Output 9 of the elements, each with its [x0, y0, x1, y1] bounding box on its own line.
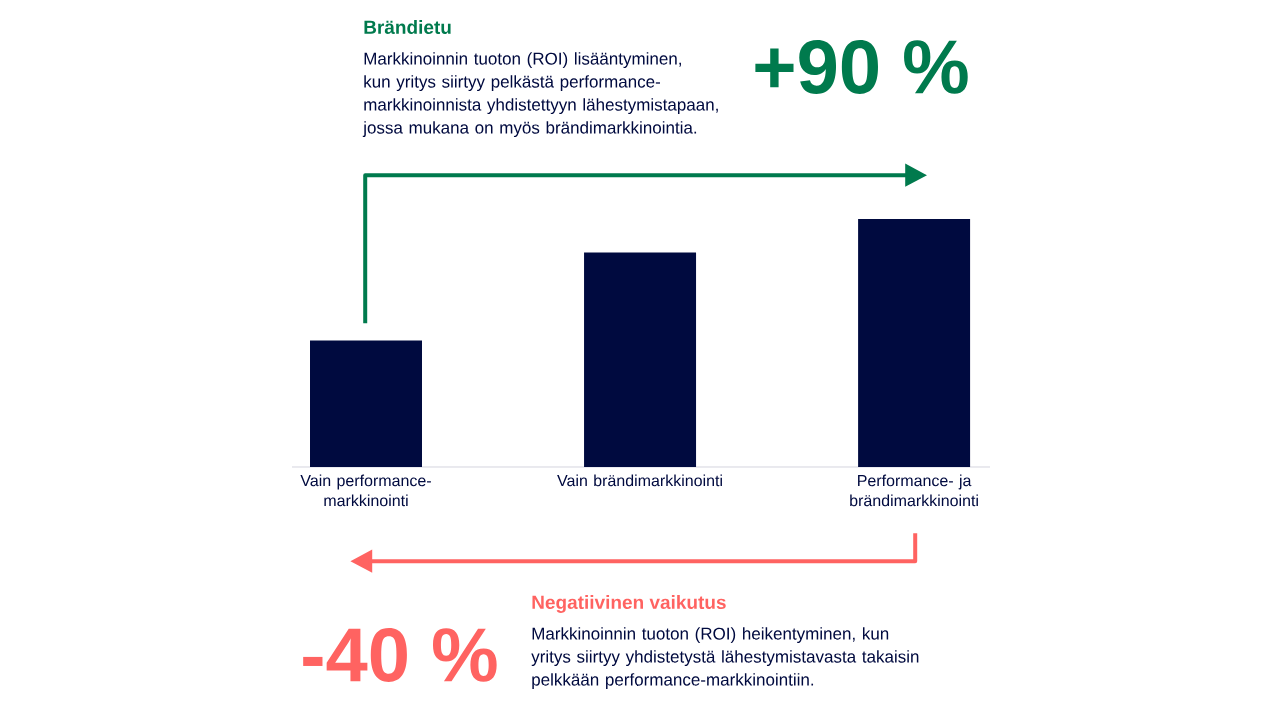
text: Markkinoinnin tuoton (ROI) heikentyminen, kun yritys siirtyy yhdistetystä lähestymistavasta takaisin pelkkään performance-markkinointiin. — [531, 627, 919, 690]
x-tick-label: Vain brändimarkkinointi — [557, 474, 722, 487]
text: +90 % — [755, 40, 968, 94]
text: Markkinoinnin tuoton (ROI) lisääntyminen, kun yritys siirtyy pelkästä performance-markkinoinnista yhdistettyyn lähestymistapaan, jossa mukana on myös brändimarkkinointia. — [362, 52, 718, 138]
x-tick-label: Vain performance-markkinointi — [300, 474, 431, 507]
x-tick-label: Performance- ja brändimarkkinointi — [850, 474, 978, 507]
text: Brändietu — [364, 20, 451, 34]
text: -40 % — [303, 628, 497, 682]
text: Negatiivinen vaikutus — [532, 595, 726, 613]
